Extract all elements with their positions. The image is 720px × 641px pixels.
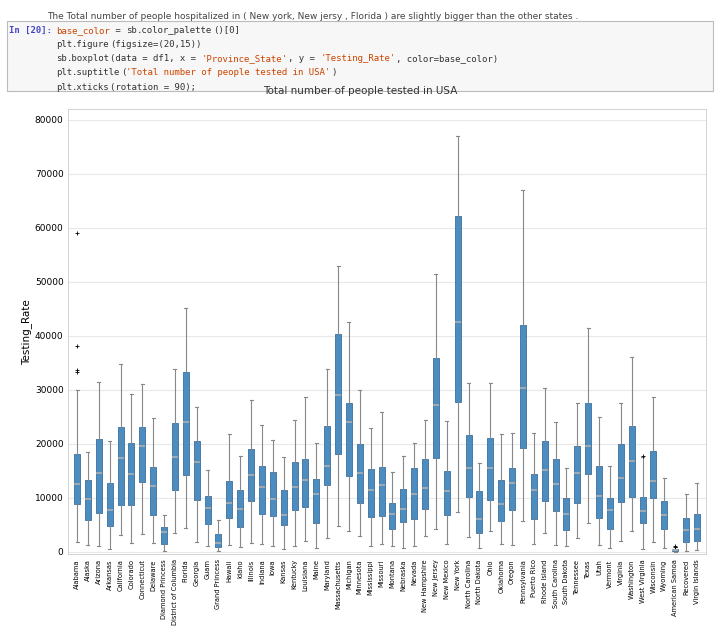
Text: plt: plt: [56, 83, 72, 92]
Text: 'Testing_Rate': 'Testing_Rate': [321, 54, 396, 63]
Text: sb: sb: [56, 54, 67, 63]
PathPatch shape: [357, 444, 363, 503]
PathPatch shape: [140, 427, 145, 483]
Text: , color=base_color): , color=base_color): [396, 54, 498, 63]
PathPatch shape: [390, 503, 395, 529]
Text: (: (: [121, 69, 126, 78]
PathPatch shape: [270, 472, 276, 516]
Text: plt: plt: [56, 69, 72, 78]
Text: .figure: .figure: [72, 40, 110, 49]
PathPatch shape: [466, 435, 472, 497]
PathPatch shape: [541, 440, 548, 501]
Text: .color_palette: .color_palette: [137, 26, 212, 35]
PathPatch shape: [379, 467, 384, 515]
PathPatch shape: [520, 325, 526, 448]
PathPatch shape: [531, 474, 537, 519]
PathPatch shape: [509, 468, 515, 510]
PathPatch shape: [172, 423, 178, 490]
PathPatch shape: [618, 444, 624, 502]
PathPatch shape: [477, 491, 482, 533]
Text: .xticks: .xticks: [72, 83, 110, 92]
Text: (figsize=(20,15)): (figsize=(20,15)): [110, 40, 202, 49]
PathPatch shape: [694, 514, 700, 541]
Text: =: =: [110, 26, 126, 35]
PathPatch shape: [629, 426, 634, 497]
PathPatch shape: [281, 490, 287, 525]
Text: sb: sb: [127, 26, 137, 35]
Y-axis label: Testing_Rate: Testing_Rate: [21, 299, 32, 365]
PathPatch shape: [302, 459, 308, 507]
Text: 'Total number of people tested in USA': 'Total number of people tested in USA': [127, 69, 330, 78]
Text: base_color: base_color: [56, 26, 110, 35]
PathPatch shape: [204, 496, 210, 524]
PathPatch shape: [672, 549, 678, 551]
PathPatch shape: [346, 403, 352, 476]
PathPatch shape: [650, 451, 657, 498]
PathPatch shape: [226, 481, 233, 517]
PathPatch shape: [433, 358, 439, 458]
PathPatch shape: [607, 498, 613, 529]
Text: (data = df1, x =: (data = df1, x =: [110, 54, 202, 63]
PathPatch shape: [639, 497, 646, 523]
PathPatch shape: [107, 483, 113, 526]
PathPatch shape: [411, 469, 417, 519]
PathPatch shape: [128, 444, 135, 506]
Text: 'Province_State': 'Province_State': [202, 54, 288, 63]
PathPatch shape: [237, 490, 243, 528]
PathPatch shape: [422, 459, 428, 509]
Text: ()[0]: ()[0]: [213, 26, 240, 35]
PathPatch shape: [194, 441, 199, 499]
PathPatch shape: [368, 469, 374, 517]
Text: The Total number of people hospitalized in ( New york, New jersy , Florida ) are: The Total number of people hospitalized …: [47, 12, 578, 21]
PathPatch shape: [74, 454, 80, 504]
Text: plt: plt: [56, 40, 72, 49]
Text: Total number of people tested in USA: Total number of people tested in USA: [263, 87, 457, 96]
PathPatch shape: [161, 527, 167, 544]
PathPatch shape: [117, 427, 124, 504]
PathPatch shape: [96, 438, 102, 513]
PathPatch shape: [335, 335, 341, 454]
PathPatch shape: [313, 479, 319, 523]
PathPatch shape: [575, 446, 580, 503]
Text: .boxplot: .boxplot: [67, 54, 110, 63]
PathPatch shape: [292, 462, 297, 510]
PathPatch shape: [585, 403, 591, 474]
PathPatch shape: [455, 216, 461, 401]
Text: (rotation = 90);: (rotation = 90);: [110, 83, 196, 92]
PathPatch shape: [498, 479, 504, 520]
PathPatch shape: [324, 426, 330, 485]
PathPatch shape: [85, 480, 91, 520]
Text: , y =: , y =: [288, 54, 320, 63]
PathPatch shape: [552, 459, 559, 512]
PathPatch shape: [259, 467, 265, 514]
Text: In [20]:: In [20]:: [9, 26, 52, 35]
PathPatch shape: [215, 534, 222, 547]
PathPatch shape: [183, 372, 189, 475]
Text: .suptitle: .suptitle: [72, 69, 121, 78]
PathPatch shape: [150, 467, 156, 515]
PathPatch shape: [444, 470, 450, 515]
PathPatch shape: [661, 501, 667, 529]
PathPatch shape: [683, 519, 689, 542]
PathPatch shape: [248, 449, 254, 501]
Text: ): ): [331, 69, 337, 78]
PathPatch shape: [400, 489, 406, 522]
PathPatch shape: [596, 467, 602, 519]
FancyBboxPatch shape: [7, 21, 713, 91]
PathPatch shape: [564, 497, 570, 530]
PathPatch shape: [487, 438, 493, 500]
